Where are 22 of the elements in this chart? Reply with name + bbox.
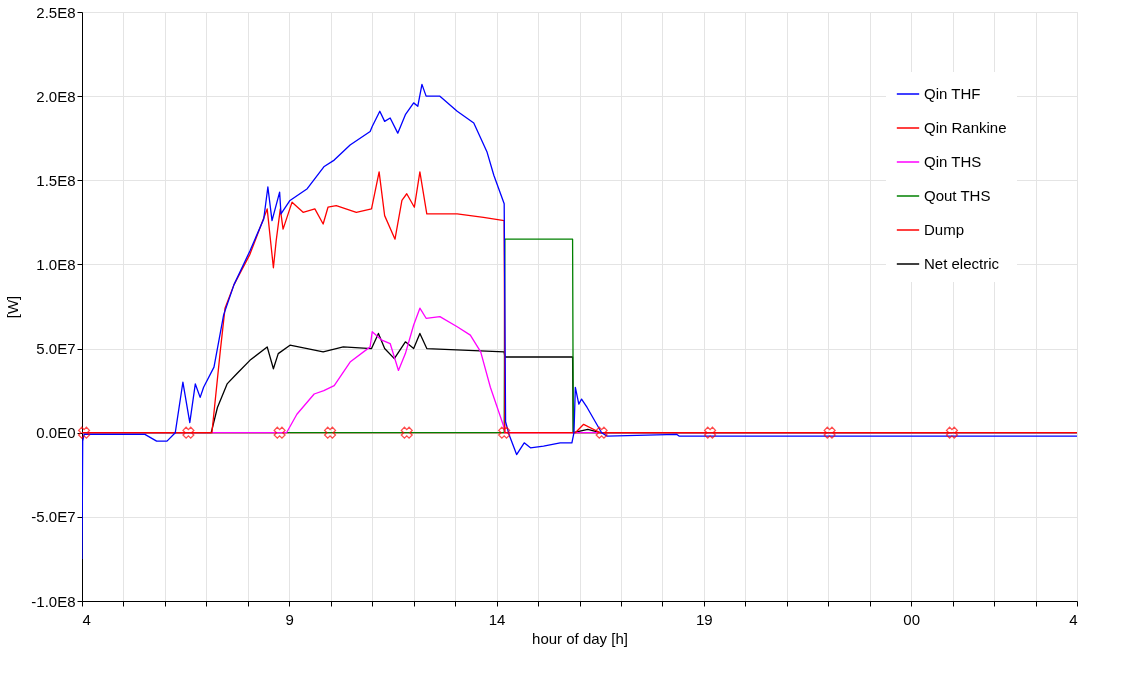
y-axis-title: [W] [4, 295, 22, 319]
y-tick-label: 1.5E8 [36, 171, 76, 189]
legend-label: Net electric [924, 255, 1000, 272]
y-tick-label: 1.0E8 [36, 255, 76, 273]
x-tick-label: 4 [82, 610, 91, 628]
y-tick-label: 2.0E8 [36, 87, 76, 105]
legend-label: Dump [924, 221, 965, 238]
x-tick-label: 00 [903, 610, 921, 628]
x-axis-title: hour of day [h] [532, 629, 628, 647]
y-tick-label: -5.0E7 [31, 508, 76, 526]
legend-label: Qin THF [924, 85, 981, 102]
x-tick-label: 14 [488, 610, 506, 628]
x-tick-label: 9 [285, 610, 294, 628]
y-tick-label: 2.5E8 [36, 3, 76, 21]
legend-label: Qin THS [924, 153, 982, 170]
x-tick-label: 19 [696, 610, 713, 628]
legend-label: Qout THS [924, 187, 991, 204]
legend-label: Qin Rankine [924, 119, 1007, 136]
x-tick-label: 4 [1069, 610, 1078, 628]
y-tick-label: 5.0E7 [36, 340, 76, 358]
y-tick-label: -1.0E8 [31, 592, 76, 610]
y-tick-label: 0.0E0 [36, 424, 76, 442]
